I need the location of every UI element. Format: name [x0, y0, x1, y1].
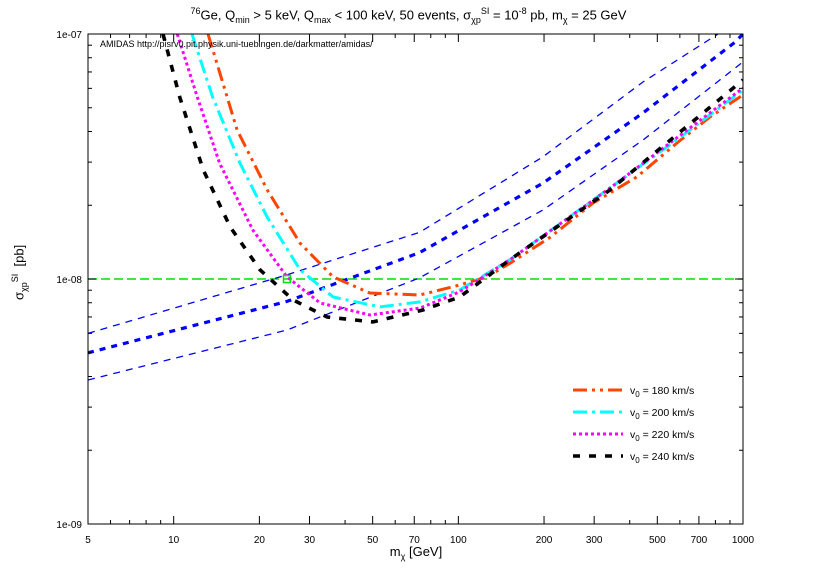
title-part: Ge, Q: [200, 7, 236, 23]
x-axis-label: mχ [GeV]: [0, 544, 817, 562]
legend-label-1: v0 = 200 km/s: [630, 407, 694, 421]
y-tick-label: 1e-07: [56, 30, 82, 41]
x-tick-label: 70: [409, 535, 421, 546]
chart-title: 76Ge, Qmin > 5 keV, Qmax < 100 keV, 50 e…: [0, 6, 817, 25]
series-line-0: [206, 34, 743, 297]
x-tick-label: 1000: [732, 535, 755, 546]
title-part: > 5 keV, Q: [249, 7, 314, 23]
plot-group: [88, 34, 743, 381]
x-label-main: m: [389, 544, 401, 559]
x-label-unit: [GeV]: [405, 544, 443, 559]
title-sub: max: [313, 14, 331, 25]
band-line: [88, 61, 743, 381]
x-tick-label: 5: [85, 535, 91, 546]
series-line-2: [175, 34, 743, 317]
x-tick-label: 50: [367, 535, 379, 546]
title-part: = 25 GeV: [567, 7, 627, 23]
y-label-unit: [pb]: [11, 244, 27, 274]
x-tick-label: 500: [649, 535, 666, 546]
series-line-1: [190, 34, 743, 309]
title-sub: min: [235, 14, 250, 25]
title-part: pb, m: [526, 7, 563, 23]
y-label-main: σ: [11, 291, 27, 300]
title-sup: -8: [518, 6, 527, 16]
plot-frame: [87, 33, 744, 525]
band-line: [88, 34, 719, 335]
title-sub: χ: [562, 14, 568, 25]
x-tick-label: 10: [168, 535, 180, 546]
y-tick-label: 1e-09: [56, 520, 82, 531]
title-isotope: 76: [190, 6, 201, 16]
y-axis-label: σχpSI [pb]: [10, 245, 29, 300]
x-tick-label: 700: [691, 535, 708, 546]
legend: v0 = 180 km/s v0 = 200 km/s v0 = 220 km/s v…: [573, 385, 694, 465]
legend-label-2: v0 = 220 km/s: [630, 429, 694, 443]
y-label-sub: χp: [18, 282, 29, 292]
y-tick-label: 1e-08: [56, 275, 82, 286]
x-tick-label: 300: [586, 535, 603, 546]
title-part: < 100 keV, 50 events, σ: [330, 7, 472, 23]
legend-label-0: v0 = 180 km/s: [630, 385, 694, 399]
y-label-sup: SI: [10, 273, 20, 283]
x-tick-label: 100: [450, 535, 467, 546]
x-label-sub: χ: [400, 551, 406, 562]
x-tick-label: 200: [536, 535, 553, 546]
title-sub: χp: [471, 14, 481, 25]
title-sup: SI: [480, 6, 490, 16]
input-point-marker: [282, 274, 292, 284]
reconstructed-line: [88, 34, 743, 355]
title-part: = 10: [489, 7, 519, 23]
amidas-annotation: AMIDAS http://pisrv0.pit.physik.uni-tueb…: [100, 39, 373, 49]
x-tick-label: 30: [304, 535, 316, 546]
x-tick-label: 20: [254, 535, 266, 546]
series-line-3: [161, 34, 743, 324]
legend-label-3: v0 = 240 km/s: [630, 451, 694, 465]
